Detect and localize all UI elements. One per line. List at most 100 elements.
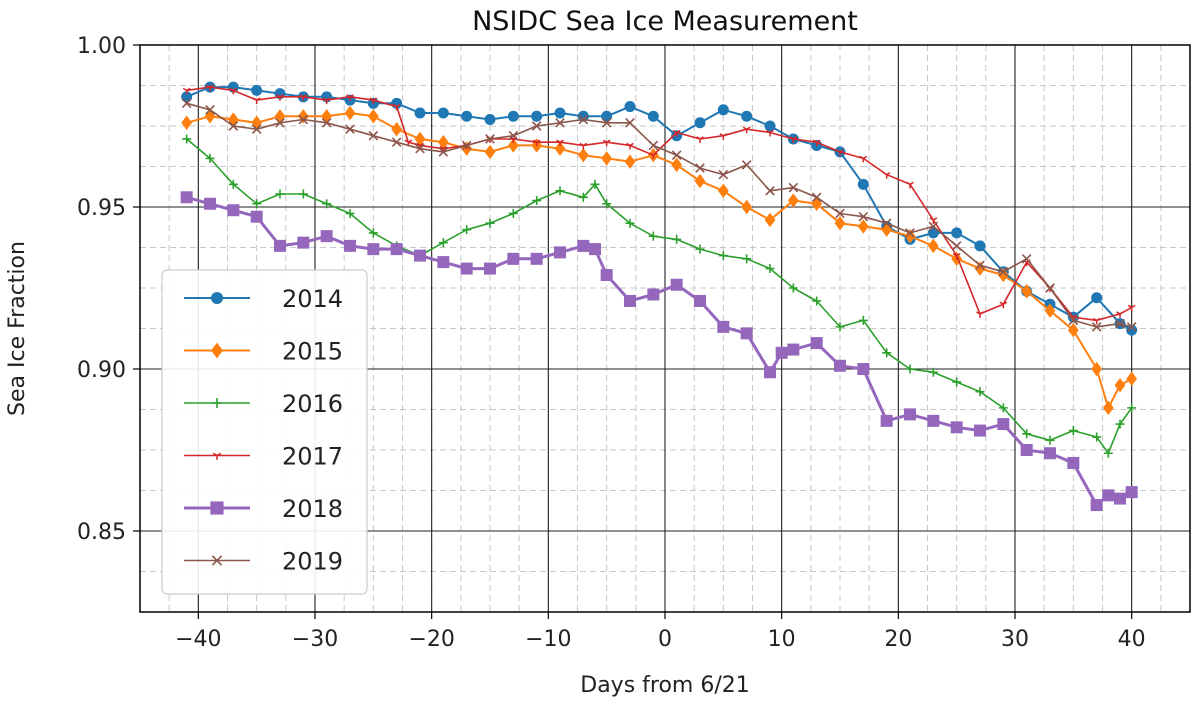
data-point (647, 110, 659, 122)
data-point (414, 107, 426, 119)
data-point (484, 114, 496, 126)
data-point (438, 147, 449, 157)
legend-item: 2016 (184, 390, 343, 418)
data-point (578, 114, 589, 125)
data-point (1067, 322, 1079, 338)
chart-title: NSIDC Sea Ice Measurement (472, 6, 858, 37)
data-point (647, 288, 660, 301)
x-tick-label: −10 (525, 627, 571, 652)
data-point (624, 101, 636, 113)
data-point (298, 114, 309, 125)
data-point (320, 230, 333, 243)
data-point (1126, 371, 1138, 386)
data-point (1091, 292, 1103, 304)
data-point (1126, 324, 1138, 336)
data-point (437, 107, 449, 119)
series-layer (180, 81, 1138, 512)
data-point (1125, 486, 1138, 499)
data-point (344, 105, 356, 121)
data-point (717, 183, 729, 198)
data-point (251, 124, 262, 135)
data-point (205, 104, 215, 115)
data-point (1127, 403, 1137, 413)
data-point (997, 418, 1010, 431)
data-point (1114, 492, 1126, 505)
data-point (554, 107, 566, 119)
data-point (719, 133, 728, 140)
data-point (555, 186, 565, 196)
data-point (859, 155, 868, 163)
data-point (531, 121, 542, 131)
data-point (671, 157, 683, 173)
data-point (836, 149, 844, 156)
series-2016 (182, 134, 1137, 458)
data-point (696, 136, 704, 143)
series-2018 (180, 191, 1138, 512)
data-point (625, 117, 635, 128)
data-point (346, 94, 354, 101)
data-point (694, 117, 706, 129)
data-point (274, 109, 286, 124)
data-point (950, 421, 963, 434)
data-point (624, 154, 636, 169)
data-point (556, 139, 564, 147)
data-point (906, 181, 914, 189)
data-point (787, 343, 800, 356)
data-point (1126, 322, 1137, 332)
data-point (554, 141, 566, 156)
data-point (204, 197, 216, 210)
legend-item: 2019 (184, 548, 343, 576)
legend-label: 2016 (282, 390, 343, 418)
data-point (857, 219, 869, 234)
data-point (624, 294, 636, 307)
data-point (882, 348, 892, 358)
data-point (717, 320, 730, 333)
data-point (1092, 317, 1101, 325)
x-tick-label: 40 (1118, 627, 1146, 652)
data-point (252, 97, 261, 105)
data-point (834, 216, 846, 231)
data-point (740, 327, 753, 340)
x-tick-label: 30 (1001, 627, 1029, 652)
data-point (1045, 435, 1055, 445)
data-point (999, 301, 1008, 309)
data-point (788, 182, 799, 193)
data-point (507, 138, 519, 153)
data-point (462, 225, 472, 235)
data-point (577, 239, 590, 252)
data-point (811, 196, 823, 211)
data-point (927, 414, 940, 427)
data-point (1102, 400, 1114, 416)
data-point (602, 199, 612, 209)
data-point (414, 249, 426, 262)
data-point (228, 179, 238, 189)
data-point (626, 142, 634, 150)
data-point (602, 139, 611, 147)
data-point (182, 134, 192, 144)
data-point (857, 363, 870, 375)
data-point (212, 398, 222, 408)
data-point (742, 254, 752, 264)
data-point (345, 124, 355, 135)
x-tick-label: 10 (768, 627, 796, 652)
data-point (600, 269, 613, 282)
data-point (976, 311, 984, 318)
data-point (1116, 311, 1124, 318)
data-point (227, 112, 239, 127)
data-point (741, 199, 753, 215)
data-point (880, 414, 893, 427)
data-point (998, 403, 1008, 413)
data-point (905, 364, 915, 374)
x-axis-title: Days from 6/21 (580, 673, 750, 698)
data-point (742, 126, 751, 134)
data-point (951, 227, 963, 239)
data-point (1021, 254, 1032, 264)
data-point (368, 130, 379, 141)
data-point (484, 144, 496, 160)
data-point (695, 244, 705, 254)
data-point (951, 241, 962, 251)
data-point (904, 408, 916, 421)
data-point (904, 228, 916, 244)
y-axis-title: Sea Ice Fraction (5, 241, 30, 416)
data-point (1115, 318, 1125, 329)
